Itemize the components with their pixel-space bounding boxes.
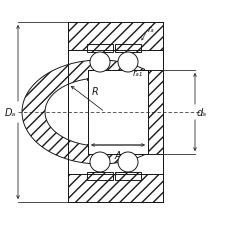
Text: rₐ₁: rₐ₁ — [132, 69, 142, 78]
Polygon shape — [22, 61, 144, 164]
Polygon shape — [87, 144, 112, 152]
Circle shape — [90, 53, 109, 73]
Polygon shape — [114, 73, 140, 81]
Polygon shape — [88, 71, 147, 154]
Polygon shape — [87, 73, 112, 81]
Polygon shape — [87, 45, 112, 53]
Text: Dₐ: Dₐ — [5, 108, 16, 117]
Polygon shape — [87, 172, 112, 180]
Polygon shape — [114, 144, 140, 152]
Circle shape — [117, 152, 137, 172]
Polygon shape — [68, 174, 162, 202]
Text: dₐ: dₐ — [196, 108, 206, 117]
Circle shape — [90, 152, 109, 172]
Polygon shape — [114, 172, 140, 180]
Polygon shape — [114, 45, 140, 53]
Circle shape — [117, 53, 137, 73]
Polygon shape — [68, 23, 162, 51]
Text: A: A — [114, 150, 121, 160]
Text: R: R — [91, 87, 98, 97]
Text: rₐ: rₐ — [147, 25, 154, 34]
Polygon shape — [147, 71, 162, 154]
